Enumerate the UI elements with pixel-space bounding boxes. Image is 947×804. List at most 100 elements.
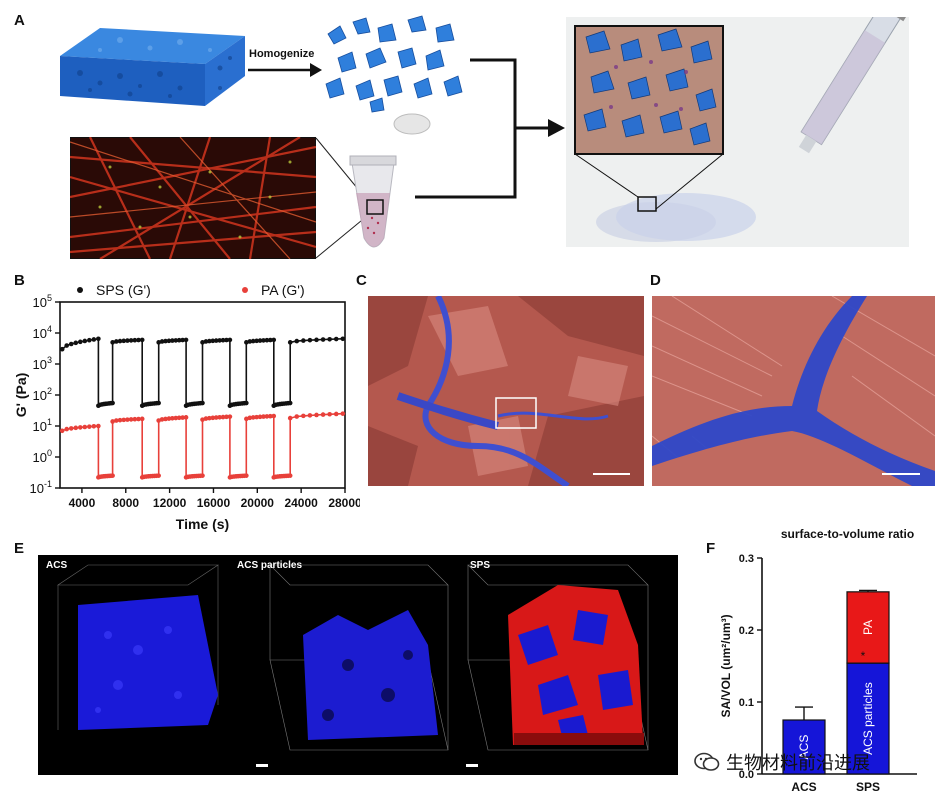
data-point (203, 416, 209, 421)
data-point (207, 415, 212, 421)
data-point (271, 413, 277, 419)
y-tick-label: 103 (33, 355, 52, 372)
data-point (287, 415, 293, 421)
data-point (314, 412, 319, 418)
data-point (110, 340, 115, 345)
y-tick-label: 100 (33, 448, 52, 465)
data-point (91, 424, 97, 429)
panel-d-label: D (650, 272, 661, 289)
data-point (121, 417, 127, 423)
data-point (210, 338, 216, 344)
tube-illustration (315, 113, 431, 259)
data-point (264, 414, 270, 419)
data-point (294, 338, 300, 344)
data-point (176, 415, 182, 421)
data-point (207, 338, 212, 344)
data-point (176, 337, 182, 343)
data-point (287, 400, 293, 406)
data-point (287, 473, 293, 478)
chart-title: surface-to-volume ratio (781, 527, 914, 541)
data-point (114, 418, 119, 423)
acs-scaffold-image (60, 28, 245, 106)
data-point (170, 338, 175, 343)
data-point (227, 414, 233, 419)
data-point (159, 417, 165, 422)
data-point (128, 417, 134, 422)
data-point (180, 337, 185, 343)
data-point (264, 337, 270, 343)
data-point (227, 337, 233, 343)
data-point (307, 413, 313, 418)
y-tick-label: 10-1 (30, 479, 52, 496)
y-tick-label: 0.1 (739, 697, 754, 709)
3d-render-panel (38, 555, 678, 775)
acs-particles-image (325, 15, 463, 113)
data-point (287, 340, 293, 345)
data-point (87, 424, 92, 429)
data-point (163, 338, 168, 344)
data-point (250, 338, 256, 344)
data-point (183, 337, 189, 343)
data-point (166, 338, 172, 344)
data-point (68, 341, 74, 347)
legend-marker (242, 287, 248, 293)
data-point (114, 339, 119, 344)
data-point (173, 415, 179, 421)
legend-label: SPS (G') (96, 282, 151, 298)
panel-e-label: E (14, 540, 25, 557)
bar-segment (846, 662, 890, 775)
data-point (340, 411, 346, 416)
x-axis-label: Time (s) (176, 516, 229, 532)
data-point (213, 415, 219, 420)
data-point (271, 337, 277, 343)
data-point (125, 338, 130, 343)
data-point (333, 411, 339, 417)
data-point (257, 414, 263, 420)
data-point (247, 415, 253, 421)
data-point (166, 416, 172, 421)
bar-segment (846, 591, 890, 664)
data-point (261, 414, 266, 419)
data-point (64, 426, 70, 432)
data-point (268, 413, 273, 419)
bar-label: ACS particles (861, 682, 875, 755)
x-tick-label: 16000 (197, 496, 231, 510)
legend-marker (77, 287, 83, 293)
data-point (294, 414, 300, 419)
data-point (200, 473, 205, 478)
data-point (110, 400, 115, 406)
panel-b-label: B (14, 272, 25, 289)
significance-annotation: * (861, 649, 866, 663)
data-point (217, 338, 222, 343)
data-point (213, 338, 219, 343)
data-point (333, 336, 339, 342)
data-point (73, 340, 79, 346)
sem-image-d (652, 296, 935, 486)
data-point (59, 428, 65, 434)
data-point (163, 416, 168, 422)
panel-f-label: F (706, 540, 716, 557)
data-point (170, 415, 175, 421)
series-line (61, 337, 343, 408)
data-point (200, 400, 205, 406)
data-point (59, 346, 65, 352)
data-point (173, 338, 179, 343)
data-point (96, 336, 101, 342)
data-point (203, 339, 209, 344)
data-point (244, 473, 249, 478)
bar-label: ACS (797, 735, 811, 760)
sem-image-c (368, 296, 644, 486)
data-point (68, 426, 74, 431)
x-tick-label: 8000 (112, 496, 139, 510)
x-tick-label: 12000 (153, 496, 187, 510)
data-point (73, 425, 79, 431)
data-point (244, 400, 249, 406)
data-point (117, 338, 123, 344)
y-tick-label: 101 (33, 417, 52, 434)
data-point (224, 414, 229, 420)
data-point (125, 417, 130, 422)
data-point (254, 338, 259, 344)
data-point (320, 337, 326, 342)
data-point (301, 338, 306, 343)
x-tick-label: 20000 (241, 496, 275, 510)
